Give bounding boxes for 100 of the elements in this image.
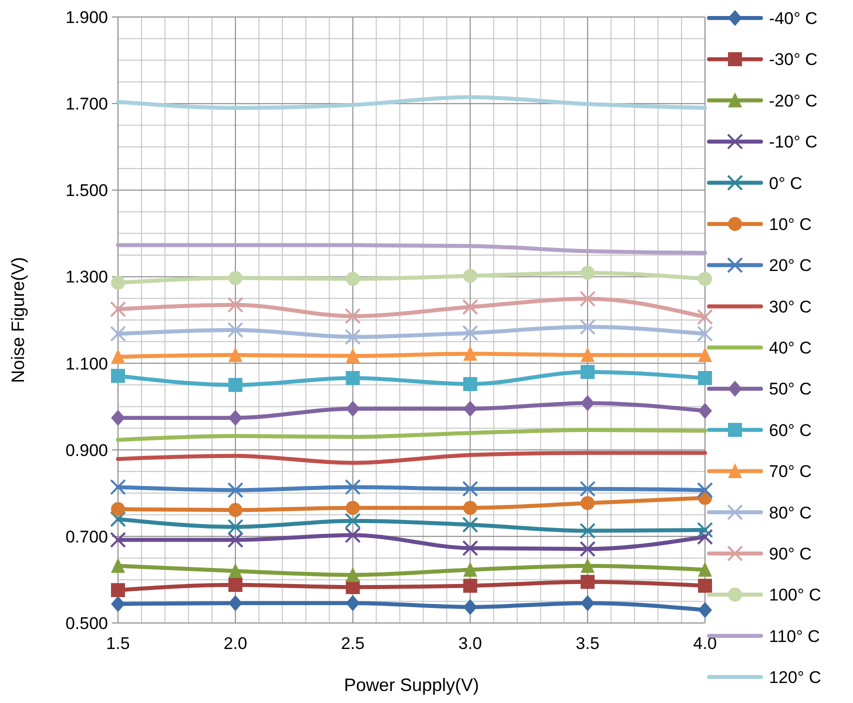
point bbox=[697, 528, 713, 545]
point bbox=[697, 308, 713, 325]
point bbox=[698, 347, 712, 362]
point bbox=[110, 532, 126, 548]
point bbox=[111, 368, 125, 383]
point bbox=[463, 268, 478, 283]
point bbox=[580, 364, 595, 379]
x-axis-title: Power Supply(V) bbox=[344, 675, 480, 695]
point bbox=[346, 595, 360, 612]
point bbox=[463, 400, 478, 417]
legend-label: 40° C bbox=[769, 338, 812, 358]
point bbox=[227, 482, 244, 498]
point bbox=[227, 532, 244, 548]
point bbox=[463, 500, 478, 515]
legend-label: 50° C bbox=[769, 380, 812, 399]
x-tick-label: 2.0 bbox=[224, 634, 248, 653]
point bbox=[463, 562, 478, 577]
point bbox=[344, 308, 361, 324]
legend-label: 110° C bbox=[769, 626, 820, 646]
point bbox=[462, 324, 478, 341]
point bbox=[228, 271, 242, 286]
point bbox=[228, 563, 242, 578]
point bbox=[344, 479, 361, 496]
point bbox=[580, 558, 595, 573]
point bbox=[228, 410, 242, 426]
point bbox=[346, 272, 360, 286]
legend-label: 60° C bbox=[769, 420, 812, 440]
point bbox=[346, 400, 360, 417]
x-tick-label: 1.5 bbox=[106, 634, 130, 653]
point bbox=[698, 562, 712, 577]
y-tick-label: 0.500 bbox=[65, 614, 108, 633]
x-tick-label: 4.0 bbox=[693, 634, 717, 653]
point bbox=[110, 511, 126, 528]
y-tick-label: 1.500 bbox=[65, 181, 108, 200]
point bbox=[463, 578, 478, 593]
point bbox=[697, 326, 713, 342]
point bbox=[580, 522, 596, 539]
point bbox=[110, 479, 126, 496]
point bbox=[344, 512, 361, 529]
legend-label: -20° C bbox=[769, 91, 818, 110]
point bbox=[346, 566, 360, 582]
point bbox=[111, 596, 125, 612]
point bbox=[344, 328, 361, 345]
legend-label: 70° C bbox=[769, 462, 812, 482]
x-tick-label: 2.5 bbox=[340, 634, 365, 653]
point bbox=[110, 301, 126, 318]
legend-label: -40° C bbox=[769, 9, 818, 28]
legend-label: -30° C bbox=[769, 50, 818, 70]
y-tick-label: 1.300 bbox=[65, 268, 108, 287]
point bbox=[346, 348, 360, 363]
y-tick-label: 0.900 bbox=[65, 440, 108, 460]
point bbox=[697, 482, 713, 498]
point bbox=[462, 516, 478, 533]
line-series bbox=[116, 243, 707, 255]
point bbox=[110, 326, 126, 342]
point bbox=[580, 480, 596, 497]
legend-label: 100° C bbox=[769, 586, 822, 605]
point bbox=[463, 377, 478, 392]
x-tick-label: 3.5 bbox=[576, 634, 600, 653]
point bbox=[462, 480, 478, 497]
point bbox=[462, 299, 478, 316]
y-tick-label: 1.100 bbox=[65, 354, 108, 374]
legend-label: 90° C bbox=[769, 544, 812, 564]
y-tick-label: 1.700 bbox=[65, 94, 108, 114]
y-tick-label: 1.900 bbox=[65, 8, 108, 27]
point bbox=[228, 347, 242, 362]
x-tick-label: 3.0 bbox=[458, 634, 482, 653]
point bbox=[580, 318, 596, 335]
point bbox=[228, 503, 242, 518]
point bbox=[228, 578, 242, 592]
legend-label: 10° C bbox=[769, 214, 812, 234]
legend-label: 30° C bbox=[769, 297, 812, 316]
point bbox=[227, 296, 244, 313]
legend-label: 20° C bbox=[769, 256, 812, 276]
legend-label: -10° C bbox=[769, 132, 818, 152]
point bbox=[698, 371, 712, 386]
point bbox=[111, 558, 125, 573]
point bbox=[111, 276, 125, 290]
point bbox=[580, 266, 595, 280]
legend-label: 0° C bbox=[769, 174, 802, 193]
point bbox=[463, 598, 478, 615]
point bbox=[227, 322, 244, 338]
point bbox=[580, 595, 595, 612]
point bbox=[111, 583, 125, 598]
point bbox=[698, 402, 712, 419]
point bbox=[698, 602, 712, 618]
y-tick-label: 0.700 bbox=[65, 527, 108, 546]
point bbox=[111, 348, 125, 364]
point bbox=[228, 595, 242, 612]
point bbox=[462, 540, 478, 556]
point bbox=[111, 410, 125, 426]
legend-label: 80° C bbox=[769, 503, 812, 522]
point bbox=[697, 522, 713, 538]
line-series bbox=[116, 428, 707, 442]
point bbox=[346, 371, 360, 386]
y-axis-title: Noise Figure(V) bbox=[8, 256, 28, 384]
point bbox=[344, 527, 361, 544]
legend-label: 120° C bbox=[769, 668, 822, 687]
point bbox=[580, 540, 596, 557]
point bbox=[228, 378, 242, 392]
